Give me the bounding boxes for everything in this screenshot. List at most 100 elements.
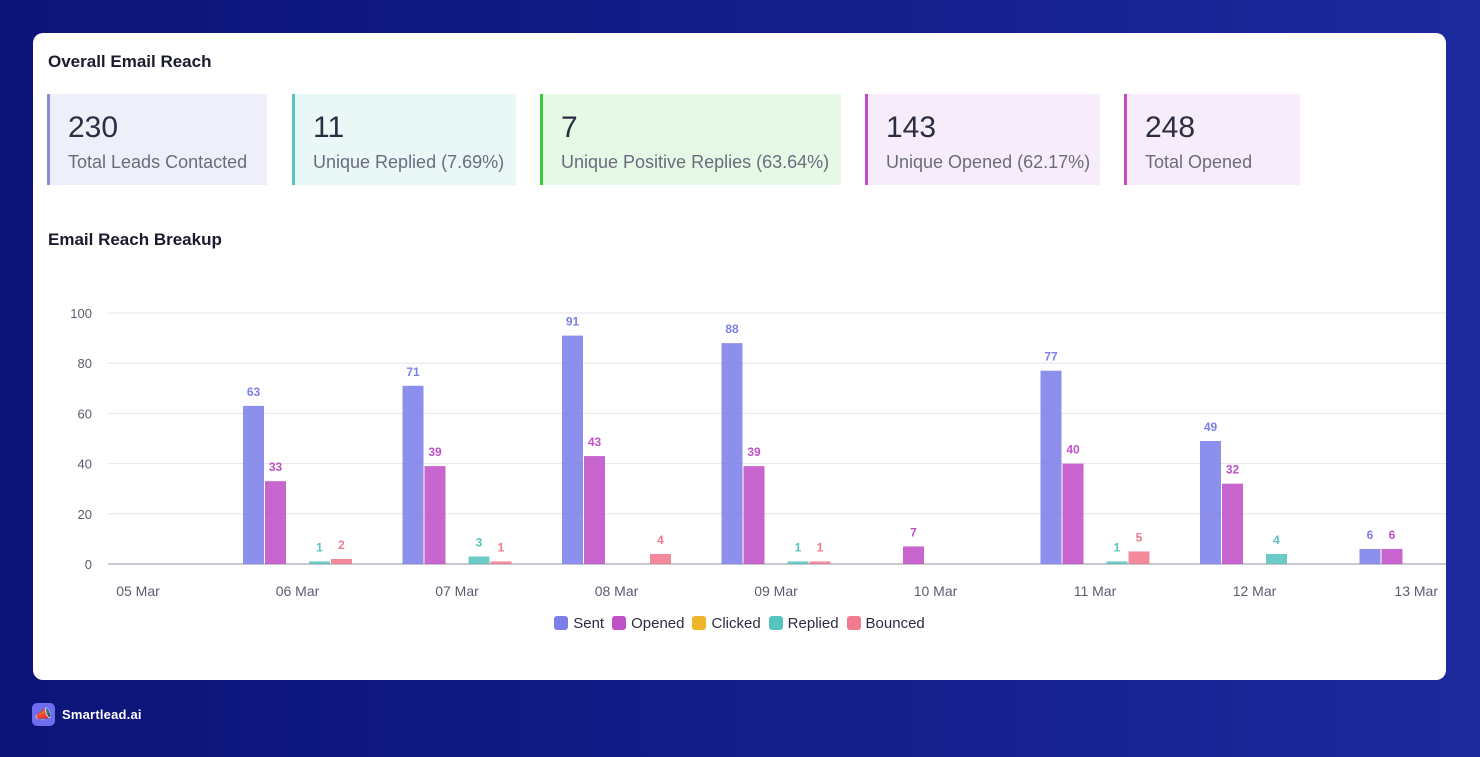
data-label-sent: 63 [247,385,261,399]
legend-item-clicked[interactable]: Clicked [692,615,761,632]
bar-sent [1040,370,1062,564]
data-label-opened: 33 [269,460,283,474]
legend-swatch [768,616,783,630]
legend-label: Clicked [711,615,761,632]
data-label-sent: 91 [566,315,580,329]
bar-replied [468,556,490,564]
legend-label: Opened [631,615,685,632]
bar-opened [1222,483,1243,564]
data-label-opened: 43 [588,435,602,449]
data-label-sent: 49 [1204,420,1218,434]
x-tick-label: 12 Mar [1233,583,1277,599]
x-tick-label: 09 Mar [754,583,798,599]
data-label-replied: 3 [476,535,483,549]
bar-opened [265,481,286,564]
y-tick-label: 0 [85,557,92,572]
megaphone-icon: 📣 [32,702,55,726]
y-tick-label: 100 [70,306,92,321]
email-reach-card: Overall Email Reach 230 Total Leads Cont… [33,33,1446,680]
chart-legend: Sent Opened Clicked Replied Bounced [33,615,1446,632]
bar-bounced [650,553,671,564]
bar-replied [1266,553,1287,564]
email-reach-breakup-title: Email Reach Breakup [48,230,222,249]
bar-bounced [809,561,831,564]
legend-label: Replied [787,615,839,632]
data-label-opened: 7 [910,525,917,539]
stat-label: Unique Replied (7.69%) [313,152,505,172]
data-label-opened: 40 [1066,443,1080,457]
bar-bounced [331,558,352,564]
bar-replied [1106,561,1128,564]
stat-total-leads-contacted: 230 Total Leads Contacted [47,94,267,185]
data-label-bounced: 1 [817,540,824,554]
data-label-sent: 71 [406,365,420,379]
legend-item-bounced[interactable]: Bounced [846,615,925,632]
brand-logo: 📣 Smartlead.ai [32,702,142,726]
x-tick-label: 08 Mar [595,583,639,599]
legend-item-replied[interactable]: Replied [768,615,839,632]
legend-swatch [612,616,627,630]
legend-label: Sent [573,615,605,632]
stat-unique-opened: 143 Unique Opened (62.17%) [865,94,1100,185]
bar-opened [1381,548,1403,564]
data-label-opened: 32 [1226,463,1240,477]
y-tick-label: 80 [78,356,92,371]
data-label-opened: 6 [1389,528,1396,542]
stat-total-opened: 248 Total Opened [1124,94,1300,185]
data-label-sent: 77 [1044,350,1058,364]
bar-replied [787,561,809,564]
stat-value: 7 [561,111,578,144]
bar-sent [1359,548,1381,564]
x-tick-label: 11 Mar [1074,583,1117,599]
stat-value: 230 [68,111,119,144]
bar-sent [1200,441,1221,564]
legend-label: Bounced [865,615,925,632]
stat-label: Unique Opened (62.17%) [886,152,1091,172]
data-label-bounced: 1 [498,540,505,554]
x-tick-label: 05 Mar [116,583,160,599]
bar-replied [309,561,330,564]
email-reach-bar-chart: 0 20 40 60 80 100 05 Mar 06 Mar 07 Mar 08 Mar 09 M… [70,306,1446,599]
bar-bounced [490,561,512,564]
data-label-replied: 1 [1114,540,1121,554]
bar-opened [424,466,446,564]
stat-value: 11 [313,111,345,144]
data-label-replied: 1 [795,540,802,554]
stat-label: Total Leads Contacted [68,152,248,172]
legend-swatch [846,616,861,630]
x-tick-label: 06 Mar [276,583,320,599]
data-label-bounced: 2 [338,538,345,552]
legend-swatch [692,616,707,630]
x-tick-label: 10 Mar [914,583,958,599]
overall-email-reach-title: Overall Email Reach [48,52,212,71]
y-tick-label: 40 [78,457,92,472]
bar-sent [562,335,583,564]
y-tick-label: 20 [78,507,92,522]
data-label-opened: 39 [428,445,442,459]
x-tick-label: 07 Mar [435,583,479,599]
data-label-replied: 4 [1273,533,1280,547]
bar-sent [243,405,264,564]
stat-label: Unique Positive Replies (63.64%) [561,152,830,172]
stat-value: 248 [1145,111,1196,144]
legend-swatch [554,616,569,630]
data-label-bounced: 5 [1136,530,1143,544]
stat-value: 143 [886,111,937,144]
stat-unique-positive-replies: 7 Unique Positive Replies (63.64%) [540,94,841,185]
x-tick-label: 13 Mar [1394,583,1438,599]
y-tick-label: 60 [78,406,92,421]
bar-opened [584,456,605,564]
data-label-sent: 88 [725,322,739,336]
bar-bounced [1128,551,1150,564]
bar-opened [1062,463,1084,564]
bar-sent [721,343,743,564]
bar-opened [743,466,765,564]
bar-sent [402,385,424,564]
stat-label: Total Opened [1145,152,1253,172]
legend-item-sent[interactable]: Sent [554,615,604,632]
data-label-opened: 39 [747,445,761,459]
data-label-sent: 6 [1367,528,1374,542]
bar-opened [903,546,924,564]
brand-name: Smartlead.ai [62,706,142,722]
legend-item-opened[interactable]: Opened [612,615,684,632]
